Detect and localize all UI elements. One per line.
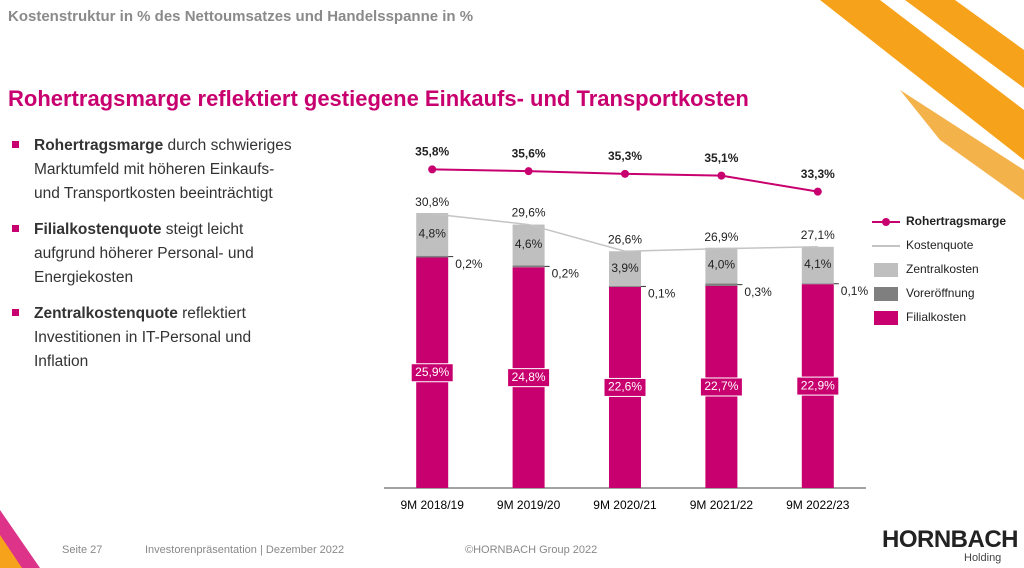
- bar-segment: [801, 246, 834, 284]
- bullet-bold: Filialkostenquote: [34, 221, 162, 238]
- value-label: 0,2%: [552, 267, 580, 281]
- value-label: 0,1%: [841, 284, 869, 298]
- bar-segment: [416, 212, 449, 256]
- stripe: [905, 0, 1024, 88]
- label-box: [796, 376, 840, 396]
- label-box: [507, 368, 551, 388]
- marker: [813, 187, 822, 196]
- value-label: 22,6%: [608, 380, 642, 394]
- bar-segment: [416, 255, 449, 258]
- value-label: 35,8%: [415, 145, 449, 159]
- x-tick-label: 9M 2022/23: [786, 498, 850, 512]
- bullet-text: steigt leicht aufgrund höherer Personal-…: [34, 221, 254, 286]
- copyright: ©HORNBACH Group 2022: [465, 544, 598, 556]
- value-label: 25,9%: [415, 365, 449, 379]
- bar-segment: [512, 265, 545, 268]
- bar-segment: [705, 283, 738, 286]
- marker: [428, 165, 437, 174]
- value-label: 4,8%: [419, 227, 447, 241]
- bullet-bold: Rohertragsmarge: [34, 137, 164, 154]
- marker: [717, 171, 726, 180]
- legend-swatch: [874, 311, 898, 325]
- bar-segment: [609, 251, 641, 286]
- stripe: [900, 90, 1024, 200]
- value-label: 0,3%: [744, 285, 772, 299]
- value-label: 22,9%: [801, 378, 835, 392]
- footer-text: Investorenpräsentation | Dezember 2022: [145, 544, 345, 556]
- logo-sub: Holding: [964, 552, 1002, 564]
- value-label: 24,8%: [512, 370, 546, 384]
- stripe: [820, 0, 1024, 160]
- bullet: Rohertragsmarge durch schwieriges Marktu…: [10, 134, 300, 206]
- value-label: 26,6%: [608, 232, 642, 246]
- label-box: [699, 377, 743, 397]
- bar-segment: [801, 283, 834, 285]
- x-tick-label: 9M 2019/20: [497, 498, 561, 512]
- legend-label: Kostenquote: [906, 238, 974, 252]
- bar-segment: [609, 285, 641, 287]
- value-label: 26,9%: [704, 230, 738, 244]
- value-label: 4,0%: [708, 258, 736, 272]
- legend-swatch: [874, 263, 898, 277]
- legend-swatch: [882, 218, 890, 226]
- bullet-text: reflektiert Investitionen in IT-Personal…: [34, 305, 252, 370]
- legend-swatch: [874, 287, 898, 301]
- marker: [621, 169, 629, 178]
- bullet-bold: Zentralkostenquote: [34, 305, 178, 322]
- x-tick-label: 9M 2021/22: [690, 498, 754, 512]
- label-box: [410, 363, 454, 383]
- legend-label: Voreröffnung: [906, 286, 975, 300]
- bullet: Zentralkostenquote reflektiert Investiti…: [10, 302, 300, 374]
- label-box: [603, 377, 647, 397]
- value-label: 0,1%: [648, 287, 676, 301]
- page-number: Seite 27: [62, 544, 103, 556]
- value-label: 4,1%: [804, 257, 832, 271]
- x-tick-label: 9M 2018/19: [401, 498, 465, 512]
- bullet-text: durch schwieriges Marktumfeld mit höhere…: [34, 137, 292, 202]
- marker: [524, 167, 533, 176]
- bullet-list: Rohertragsmarge durch schwieriges Marktu…: [10, 134, 300, 386]
- value-label: 35,3%: [608, 149, 642, 163]
- value-label: 29,6%: [512, 206, 546, 220]
- bullet: Filialkostenquote steigt leicht aufgrund…: [10, 218, 300, 290]
- x-tick-label: 9M 2020/21: [593, 498, 657, 512]
- headline: Rohertragsmarge reflektiert gestiegene E…: [8, 86, 749, 111]
- line: [432, 213, 818, 253]
- value-label: 27,1%: [801, 228, 835, 242]
- stripe: [0, 535, 22, 568]
- value-label: 35,6%: [512, 146, 546, 160]
- value-label: 4,6%: [515, 237, 543, 251]
- value-label: 35,1%: [704, 151, 738, 165]
- value-label: 0,2%: [455, 257, 483, 271]
- logo: HORNBACH: [882, 526, 1019, 553]
- value-label: 30,8%: [415, 195, 449, 209]
- legend-label: Zentralkosten: [906, 262, 979, 276]
- legend-label: Rohertragsmarge: [906, 214, 1006, 228]
- value-label: 33,3%: [801, 167, 835, 181]
- bar-segment: [512, 224, 545, 266]
- legend-label: Filialkosten: [906, 310, 966, 324]
- bar-segment: [705, 247, 738, 284]
- header-title: Kostenstruktur in % des Nettoumsatzes un…: [8, 8, 474, 25]
- value-label: 22,7%: [704, 379, 738, 393]
- value-label: 3,9%: [611, 261, 639, 275]
